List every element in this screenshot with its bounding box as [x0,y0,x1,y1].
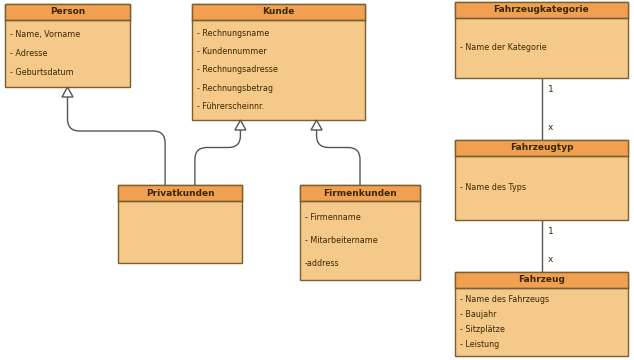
Text: - Rechnungsbetrag: - Rechnungsbetrag [197,84,273,93]
Text: Fahrzeugkategorie: Fahrzeugkategorie [494,5,590,14]
Text: - Geburtsdatum: - Geburtsdatum [10,68,74,77]
Polygon shape [311,120,322,130]
Bar [455,2,628,18]
Bar [118,185,242,263]
Polygon shape [62,87,73,97]
Text: 1: 1 [548,85,553,94]
Text: - Rechnungsname: - Rechnungsname [197,29,269,38]
Text: Kunde: Kunde [262,8,295,17]
Text: -address: -address [305,258,340,267]
Bar [455,140,628,156]
Bar [455,272,628,288]
Text: Fahrzeug: Fahrzeug [518,275,565,284]
Bar [455,272,628,356]
Text: x: x [548,123,553,132]
Text: - Mitarbeitername: - Mitarbeitername [305,236,378,245]
Text: Privatkunden: Privatkunden [146,189,214,198]
Text: - Name der Kategorie: - Name der Kategorie [460,44,547,53]
Text: - Name des Fahrzeugs: - Name des Fahrzeugs [460,295,549,304]
Bar [192,4,365,120]
Text: - Sitzplätze: - Sitzplätze [460,325,505,334]
Text: 1: 1 [548,228,553,237]
Text: - Rechnungsadresse: - Rechnungsadresse [197,66,278,75]
Polygon shape [235,120,246,130]
Bar [300,185,420,201]
Text: - Name des Typs: - Name des Typs [460,184,526,193]
Text: x: x [548,256,553,265]
Text: - Baujahr: - Baujahr [460,310,496,319]
Text: Fahrzeugtyp: Fahrzeugtyp [510,144,573,153]
Text: - Leistung: - Leistung [460,340,499,349]
Bar [192,4,365,20]
Bar [300,185,420,280]
Text: Firmenkunden: Firmenkunden [323,189,397,198]
Text: - Führerscheinnr.: - Führerscheinnr. [197,102,264,111]
Bar [5,4,130,20]
Text: - Firmenname: - Firmenname [305,213,361,222]
Bar [455,140,628,220]
Text: Person: Person [50,8,85,17]
Bar [5,4,130,87]
Text: - Name, Vorname: - Name, Vorname [10,30,81,39]
Text: - Adresse: - Adresse [10,49,48,58]
Bar [118,185,242,201]
Bar [455,2,628,78]
Text: - Kundennummer: - Kundennummer [197,47,267,56]
